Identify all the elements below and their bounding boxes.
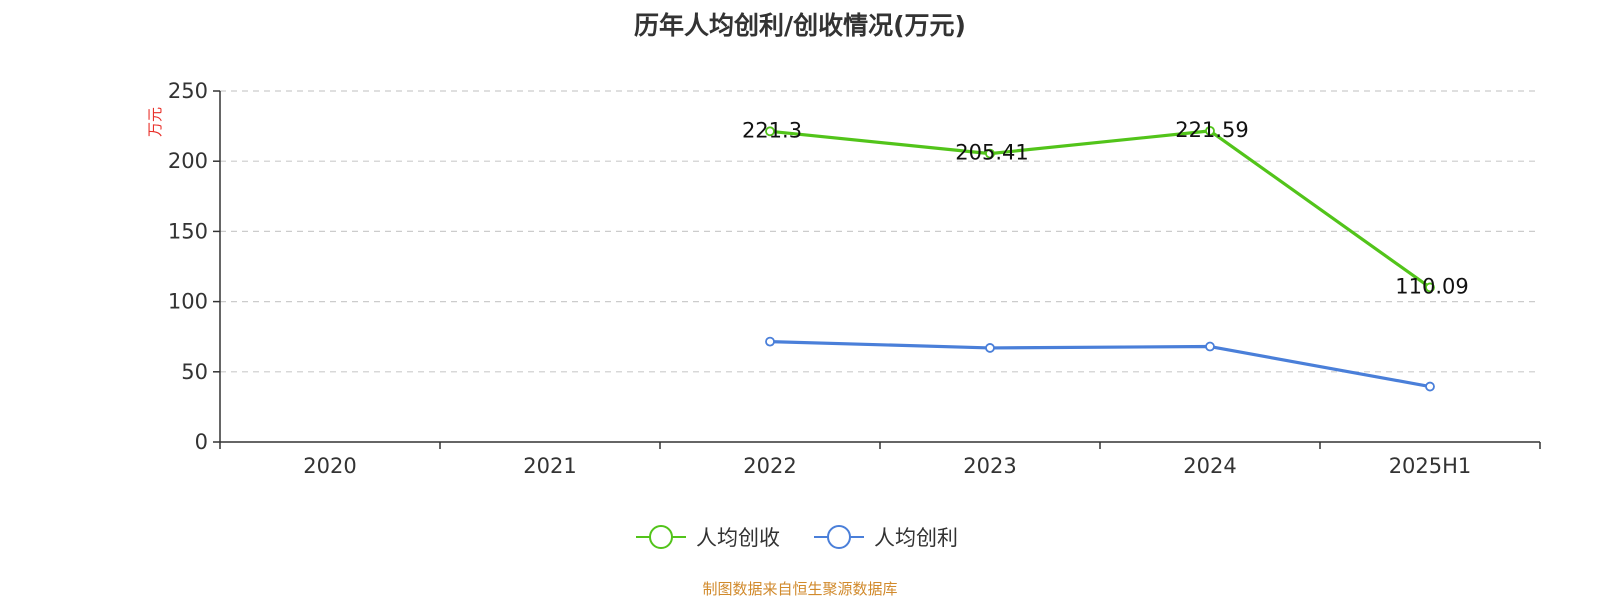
legend-marker [649,525,673,549]
series-line-0 [769,129,1431,289]
data-point [985,343,995,353]
x-tick-label: 2022 [743,454,796,478]
chart-title: 历年人均创利/创收情况(万元) [634,11,966,40]
legend-label: 人均创利 [874,526,958,550]
y-tick-label: 250 [168,79,208,103]
data-label: 110.09 [1395,274,1468,298]
data-label: 221.59 [1175,118,1248,142]
legend-item-1: 人均创利 [814,525,958,550]
legend-marker [827,525,851,549]
y-axis-label: 万元 [146,107,164,137]
legend: 人均创收 人均创利 [636,525,958,550]
data-label: 205.41 [955,141,1028,165]
data-point [1205,125,1215,136]
x-tick-label: 2021 [523,454,576,478]
data-point [765,336,775,347]
data-point [1425,282,1435,293]
data-label: 221.3 [742,118,802,142]
y-tick-label: 200 [168,149,208,173]
data-point [1205,341,1215,352]
x-tick-label: 2023 [963,454,1016,478]
data-point [765,126,775,137]
series-layer [765,125,1435,392]
axes: 0 50 100 150 200 250 2020 2021 2022 2023 2024 2025H… [168,79,1541,478]
y-tick-label: 150 [168,219,208,243]
x-tick-label: 2020 [303,454,356,478]
x-tick-label: 2024 [1183,454,1236,478]
y-tick-label: 50 [181,360,208,384]
data-labels: 221.3 205.41 221.59 110.09 [742,118,1469,299]
y-tick-label: 100 [168,290,208,314]
series-line-1 [769,340,1431,389]
legend-item-0: 人均创收 [636,525,780,550]
legend-label: 人均创收 [696,526,780,550]
x-tick-label: 2025H1 [1389,454,1472,478]
grid-lines [220,90,1540,373]
data-point [985,148,995,159]
data-point [1425,381,1435,392]
source-note: 制图数据来自恒生聚源数据库 [702,580,898,598]
y-tick-label: 0 [195,430,208,454]
